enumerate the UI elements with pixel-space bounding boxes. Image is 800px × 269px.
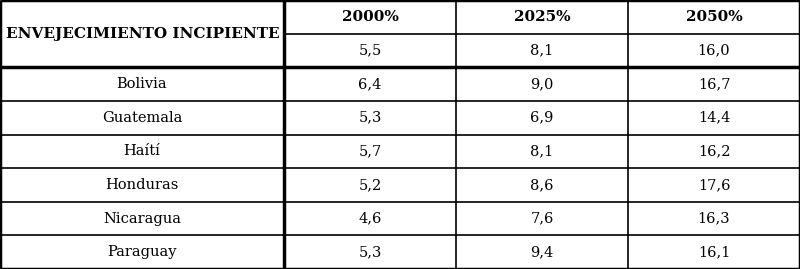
Text: 4,6: 4,6	[358, 211, 382, 226]
Text: 6,9: 6,9	[530, 111, 554, 125]
Text: Honduras: Honduras	[106, 178, 178, 192]
Text: 8,6: 8,6	[530, 178, 554, 192]
Text: 2025%: 2025%	[514, 10, 570, 24]
Text: 16,1: 16,1	[698, 245, 730, 259]
Text: ENVEJECIMIENTO INCIPIENTE: ENVEJECIMIENTO INCIPIENTE	[6, 27, 280, 41]
Text: 16,0: 16,0	[698, 43, 730, 58]
Text: 2000%: 2000%	[342, 10, 398, 24]
Text: 9,4: 9,4	[530, 245, 554, 259]
Text: 8,1: 8,1	[530, 43, 554, 58]
Text: 5,3: 5,3	[358, 245, 382, 259]
Text: 5,2: 5,2	[358, 178, 382, 192]
Text: Nicaragua: Nicaragua	[103, 211, 181, 226]
Text: 6,4: 6,4	[358, 77, 382, 91]
Text: Guatemala: Guatemala	[102, 111, 182, 125]
Text: 16,7: 16,7	[698, 77, 730, 91]
Text: Paraguay: Paraguay	[107, 245, 177, 259]
Text: 9,0: 9,0	[530, 77, 554, 91]
Text: 14,4: 14,4	[698, 111, 730, 125]
Text: Haítí: Haítí	[123, 144, 161, 158]
Text: 5,3: 5,3	[358, 111, 382, 125]
Text: Bolivia: Bolivia	[117, 77, 167, 91]
Text: 2050%: 2050%	[686, 10, 742, 24]
Text: 16,3: 16,3	[698, 211, 730, 226]
Text: 16,2: 16,2	[698, 144, 730, 158]
Text: 17,6: 17,6	[698, 178, 730, 192]
Text: 5,7: 5,7	[358, 144, 382, 158]
Text: 7,6: 7,6	[530, 211, 554, 226]
Text: 5,5: 5,5	[358, 43, 382, 58]
Text: 8,1: 8,1	[530, 144, 554, 158]
